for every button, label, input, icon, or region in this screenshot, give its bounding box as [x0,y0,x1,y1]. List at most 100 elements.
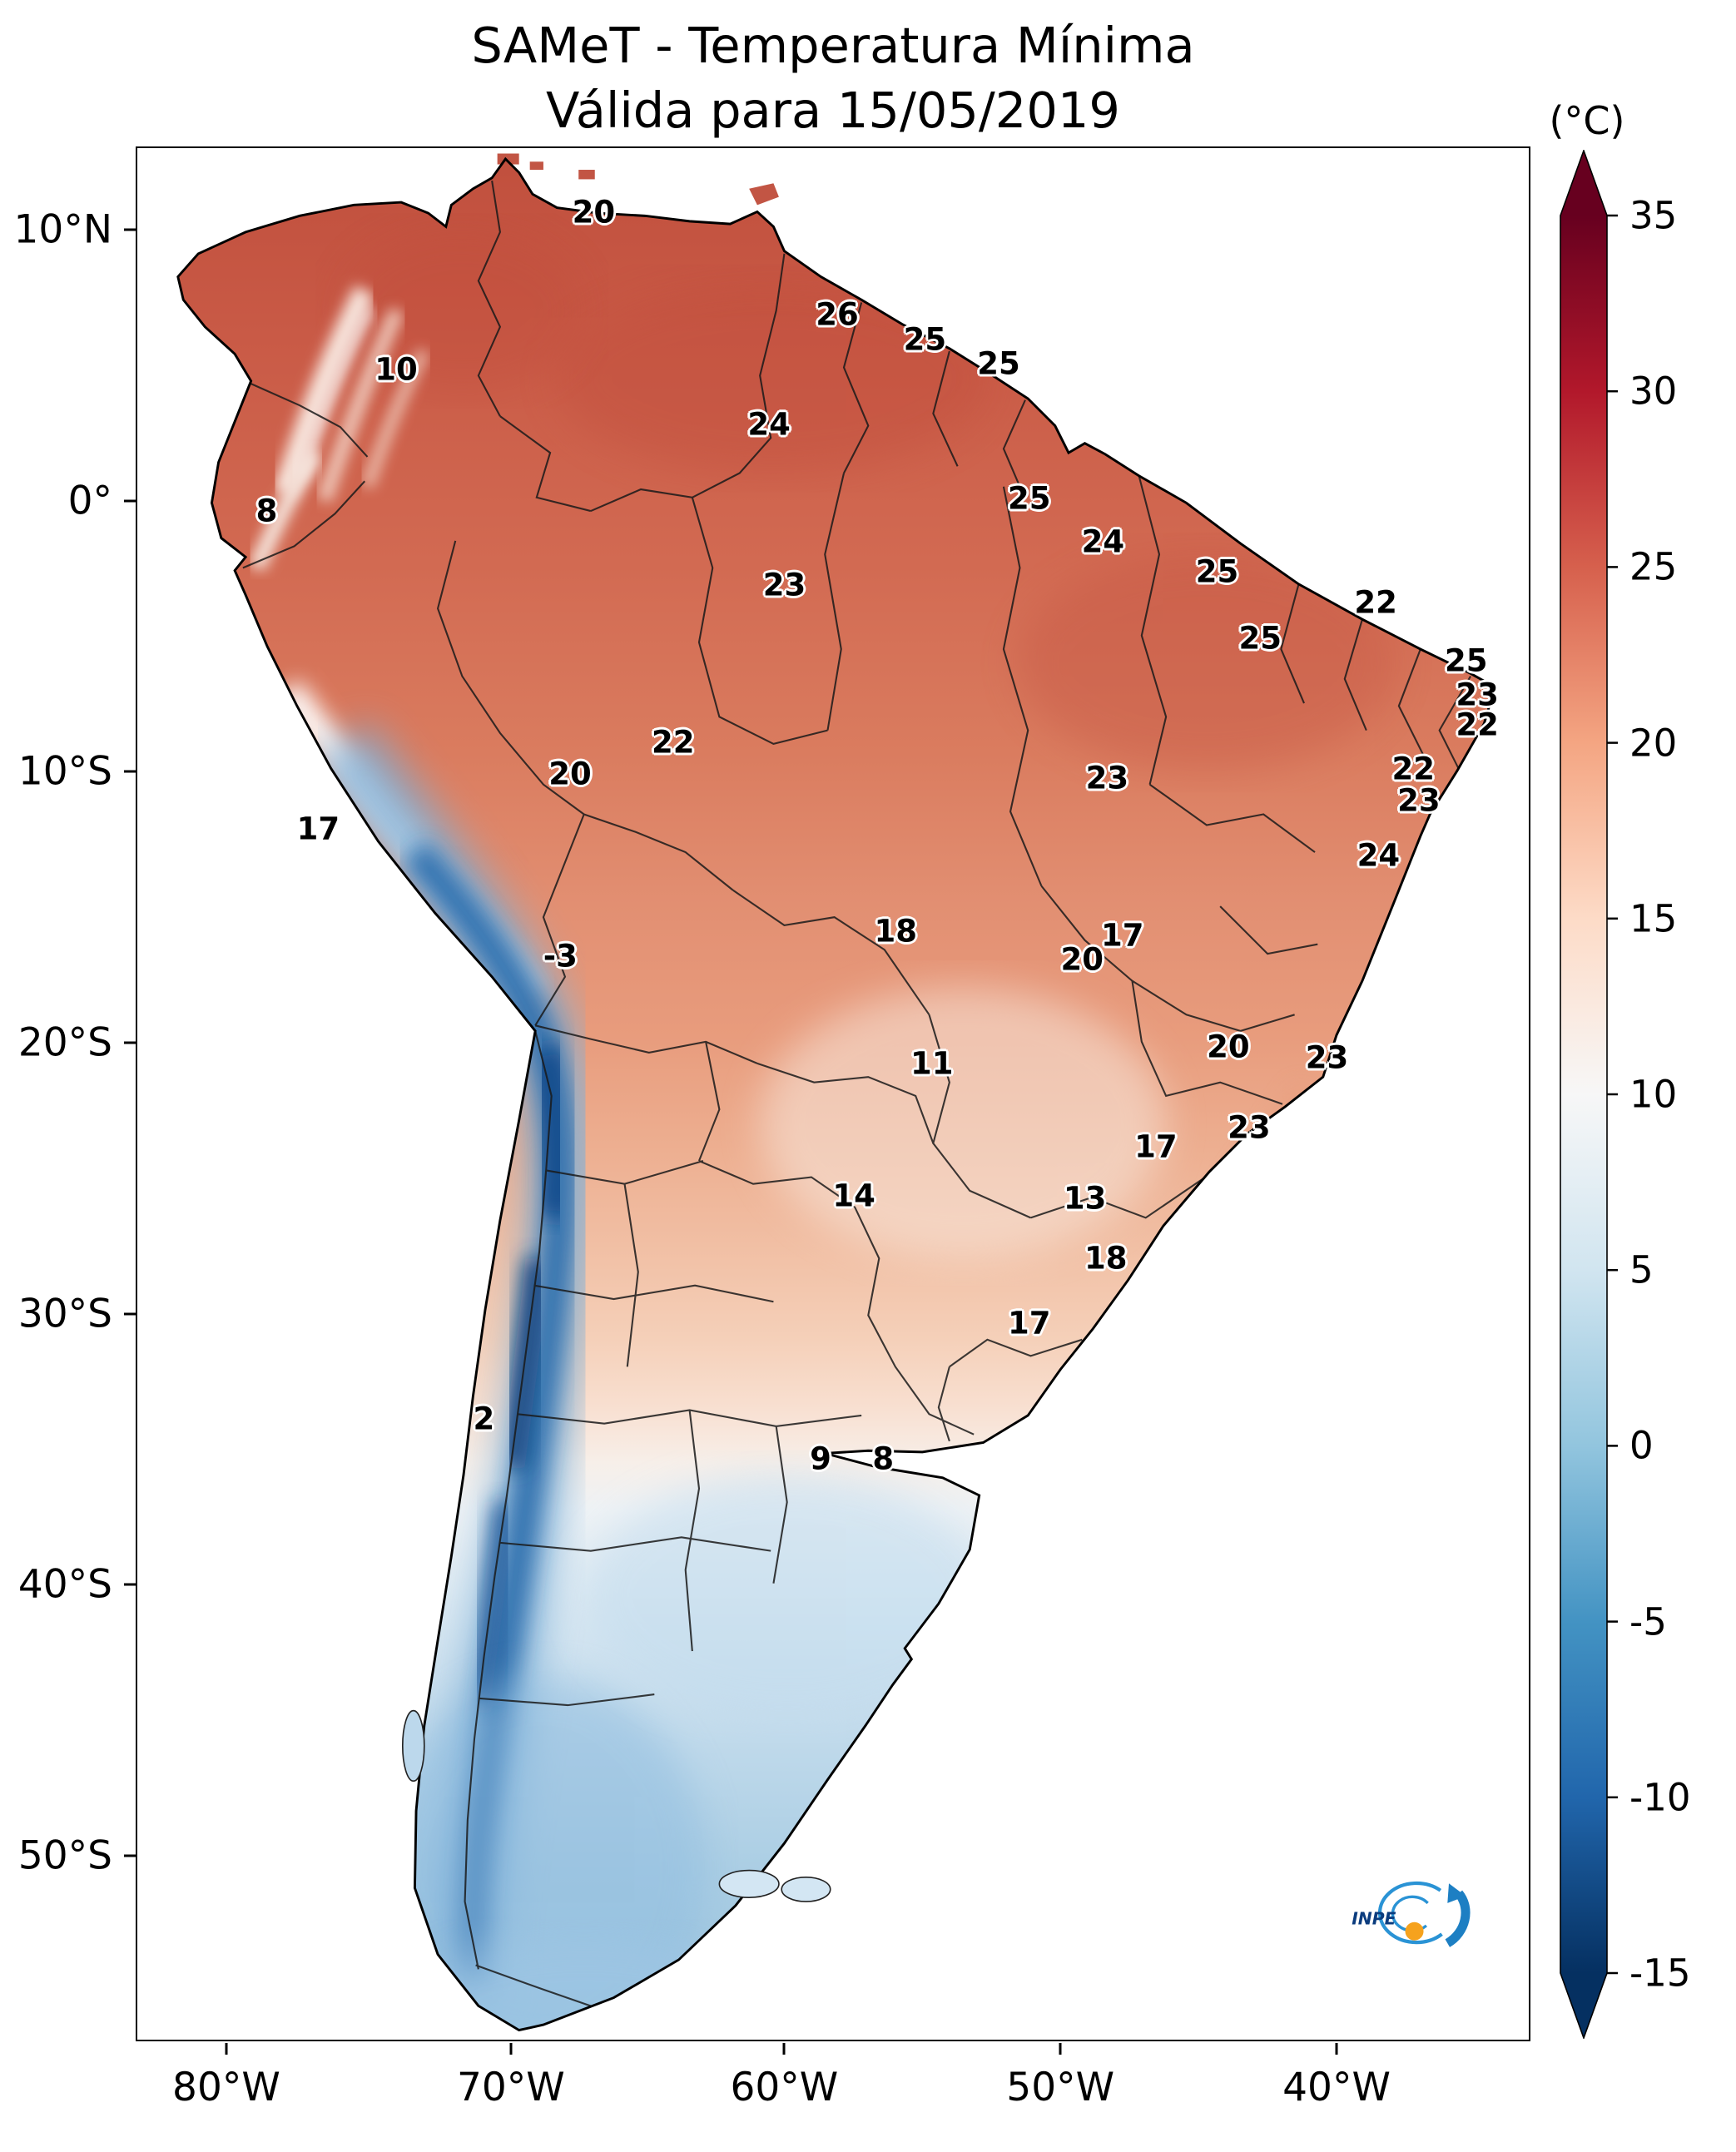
lat-tick-mark [124,228,136,231]
lat-tick-mark [124,1854,136,1857]
inpe-logo: INPE [1342,1871,1483,1964]
lon-tick-label: 50°W [1006,2065,1115,2110]
colorbar-unit-label: (°C) [1549,98,1625,143]
lat-tick-label: 20°S [17,1019,112,1066]
station-temp-label: 23 [1085,760,1129,796]
station-temp-label: 22 [1391,751,1435,787]
colorbar-tick-label: 20 [1629,721,1678,766]
colorbar-tick-label: 25 [1629,544,1678,589]
station-temp-label: 26 [816,296,859,333]
lat-tick-label: 10°N [13,206,112,253]
station-temp-label: 18 [874,913,917,950]
station-temp-label: 8 [255,493,278,529]
lon-tick-label: 70°W [456,2065,565,2110]
station-temp-label: 17 [296,811,340,847]
title-line-1: SAMeT - Temperatura Mínima [471,17,1195,74]
lon-tick-label: 80°W [172,2065,280,2110]
station-temp-label: 24 [747,406,791,443]
station-temp-label: 23 [1305,1039,1349,1076]
station-temp-label: 25 [1008,480,1051,516]
lon-tick-label: 60°W [730,2065,839,2110]
station-temp-label: 17 [1134,1128,1178,1165]
colorbar: (°C) 35 30 25 20 15 10 5 0 -5 -10 -15 [1549,98,1736,2055]
colorbar-tick-label: 10 [1629,1072,1678,1117]
lat-tick-label: 40°S [17,1561,112,1608]
lat-tick-mark [124,1312,136,1316]
station-labels: 20 26 25 25 10 24 8 25 24 25 23 22 25 25 23 22 22 20 23 22 2… [137,148,1529,2040]
lat-tick-label: 30°S [17,1291,112,1337]
lat-tick-label: 50°S [17,1832,112,1879]
station-temp-label: 2 [473,1401,495,1437]
station-temp-label: 23 [1397,782,1441,819]
station-temp-label: 25 [903,321,947,358]
station-temp-label: 25 [977,345,1020,382]
station-temp-label: 23 [762,567,806,603]
colorbar-tick-marks [1607,214,1618,1975]
lat-tick-label: 10°S [17,748,112,795]
station-temp-label: 9 [810,1440,831,1477]
station-temp-label: 13 [1063,1180,1107,1216]
station-temp-label: 20 [548,756,592,792]
station-temp-label: -3 [543,938,578,974]
logo-orbit-outer [1377,1881,1443,1945]
colorbar-tick-label: -5 [1629,1599,1667,1644]
station-temp-label: 8 [872,1440,895,1477]
station-temp-label: 20 [1060,941,1104,978]
colorbar-tick-label: -10 [1629,1775,1691,1820]
logo-arrow [1445,1890,1471,1947]
figure-title: SAMeT - Temperatura Mínima Válida para 1… [136,13,1530,143]
station-temp-label: 20 [572,194,616,231]
lon-tick-mark [782,2043,786,2055]
lat-tick-mark [124,1041,136,1044]
station-temp-label: 25 [1195,553,1239,590]
lon-tick-mark [1059,2043,1062,2055]
longitude-axis: 80°W 70°W 60°W 50°W 40°W [136,2043,1530,2135]
colorbar-tick-label: 5 [1629,1247,1654,1292]
station-temp-label: 11 [910,1045,954,1082]
station-temp-label: 23 [1456,677,1499,713]
logo-satellite-dot [1405,1921,1424,1941]
inpe-logo-graphic: INPE [1352,1881,1471,1947]
logo-arrow-head [1447,1883,1466,1903]
station-temp-label: 18 [1084,1240,1128,1277]
station-temp-label: 25 [1445,642,1488,679]
south-america-map [176,153,1496,2032]
colorbar-tick-label: 15 [1629,896,1678,941]
station-temp-label: 22 [651,724,695,761]
colorbar-gradient [1560,216,1607,1973]
station-temp-label: 22 [1456,707,1499,743]
station-temp-label: 24 [1081,523,1125,560]
colorbar-extend-under [1560,1973,1607,2038]
admin-borders [242,180,1471,2016]
title-line-2: Válida para 15/05/2019 [546,81,1120,139]
lat-tick-label: 0° [67,478,112,524]
logo-text: INPE [1352,1908,1396,1928]
station-temp-label: 10 [374,351,418,388]
colorbar-tick-label: 0 [1629,1423,1654,1468]
lat-tick-mark [124,499,136,503]
station-temp-label: 20 [1207,1029,1250,1065]
lon-tick-mark [1335,2043,1338,2055]
colorbar-tick-label: 30 [1629,369,1678,414]
station-temp-label: 24 [1357,837,1401,874]
southern-islands [401,1709,831,1902]
station-temp-label: 17 [1101,917,1144,954]
lon-tick-mark [225,2043,228,2055]
colorbar-tick-label: 35 [1629,193,1678,238]
map-plot-area: 20 26 25 25 10 24 8 25 24 25 23 22 25 25 23 22 22 20 23 22 2… [136,146,1530,2041]
latitude-axis: 10°N 0° 10°S 20°S 30°S 40°S 50°S [0,146,136,2041]
colorbar-extend-over [1560,151,1607,216]
lon-tick-mark [509,2043,513,2055]
lat-tick-mark [124,1583,136,1586]
colorbar-svg [1560,148,1618,2040]
station-temp-label: 25 [1238,620,1282,657]
colorbar-tick-label: -15 [1629,1951,1691,1996]
station-temp-label: 23 [1228,1109,1271,1146]
colorbar-tick-labels: 35 30 25 20 15 10 5 0 -5 -10 -15 [1560,150,1736,2055]
lon-tick-label: 40°W [1282,2065,1391,2110]
station-temp-label: 14 [832,1178,875,1214]
lat-tick-mark [124,770,136,773]
station-temp-label: 22 [1354,584,1397,621]
station-temp-label: 17 [1008,1305,1051,1341]
